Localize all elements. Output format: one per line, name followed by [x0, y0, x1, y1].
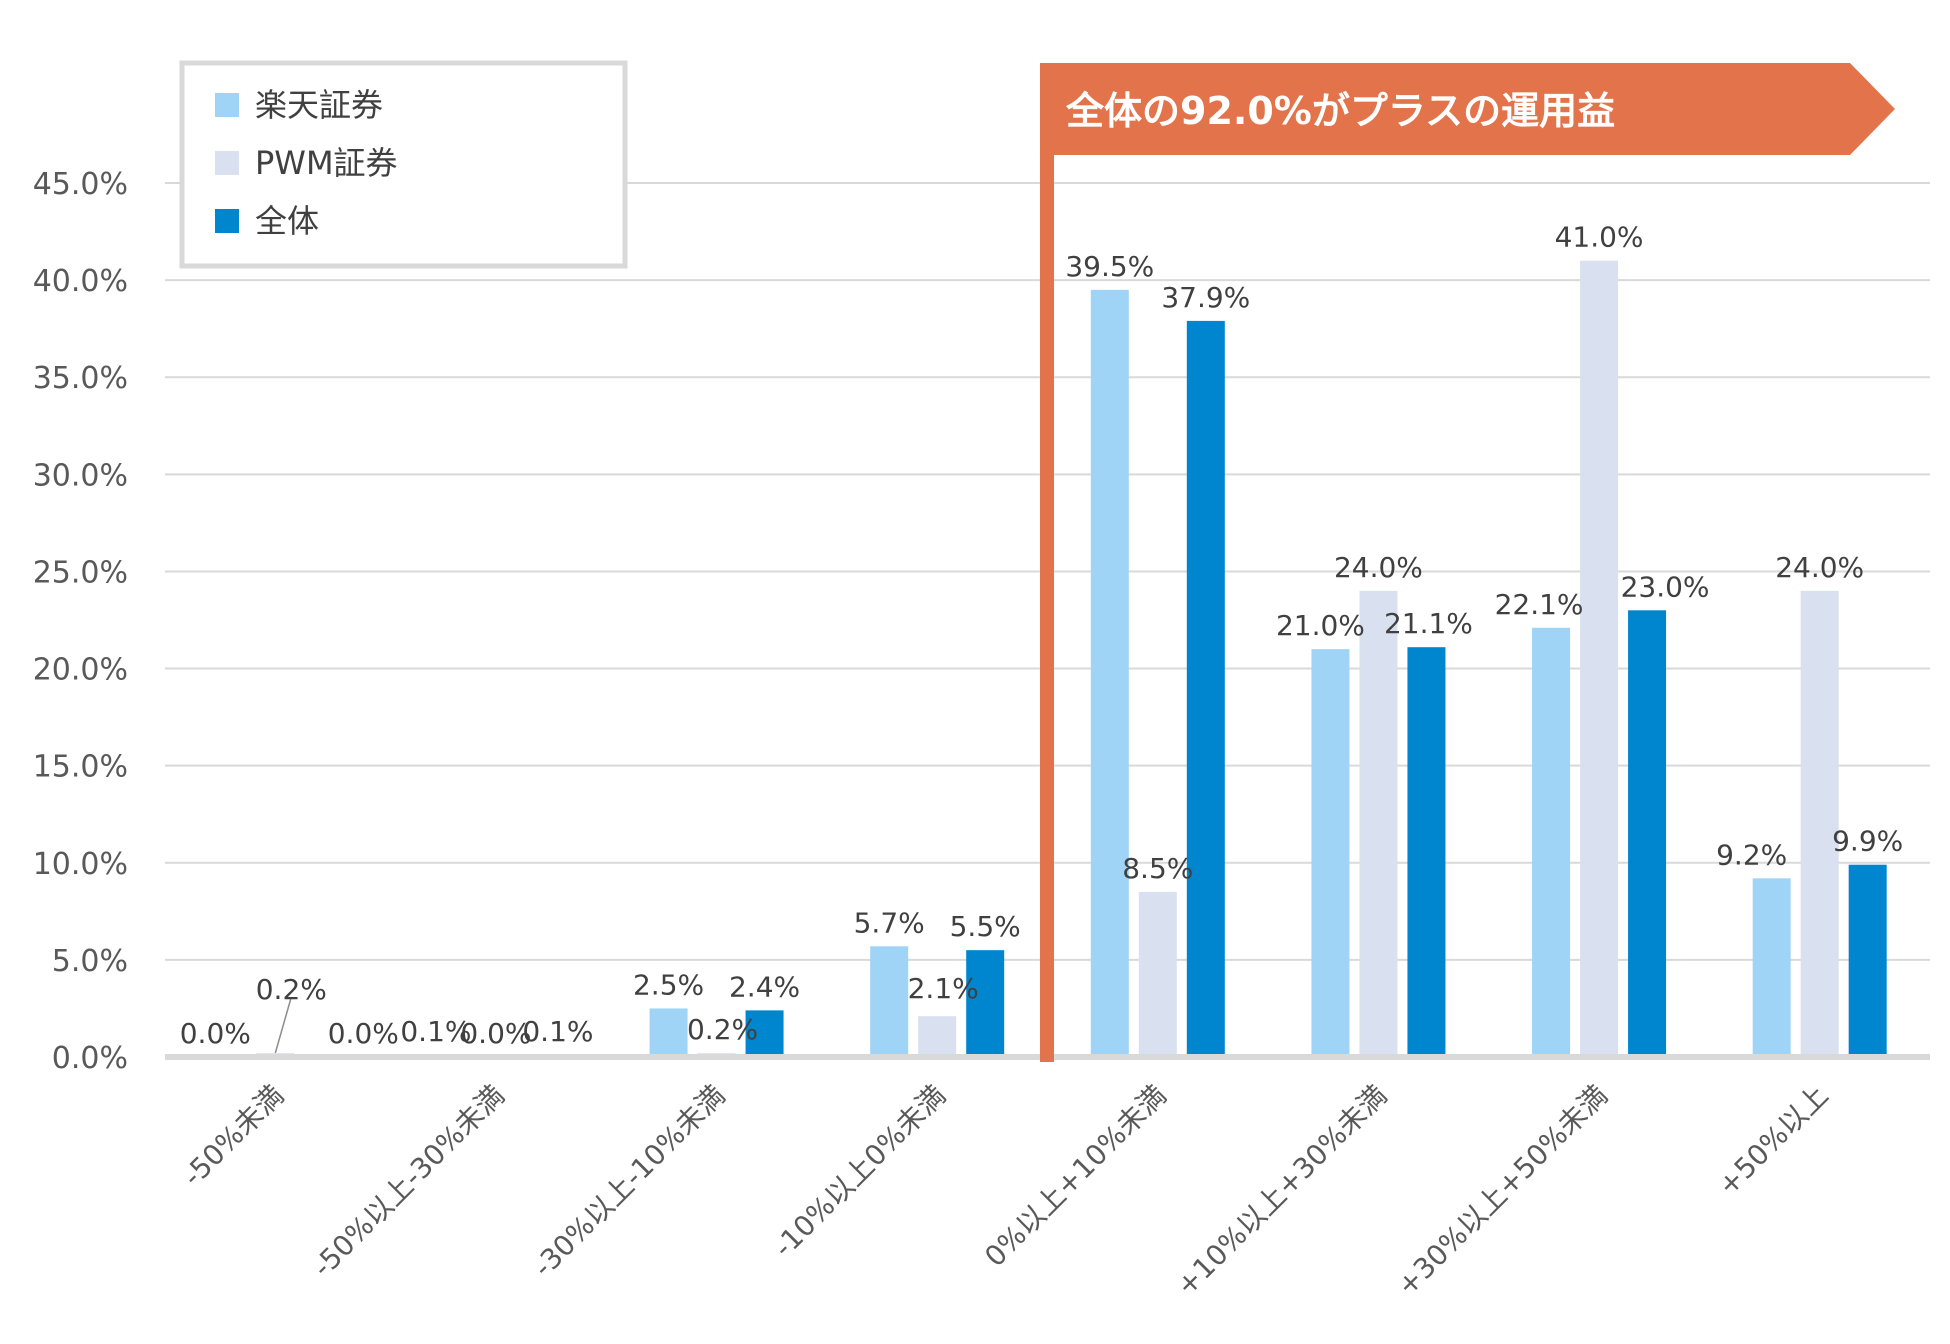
category-label: -50%以上-30%未満 — [306, 1079, 511, 1284]
leader-line — [274, 996, 293, 1054]
bar — [1800, 590, 1839, 1054]
bar — [1848, 864, 1887, 1054]
bar — [256, 1053, 295, 1054]
data-label: 2.5% — [633, 968, 704, 1001]
y-tick-label: 35.0% — [33, 361, 128, 396]
data-label: 21.1% — [1384, 607, 1473, 640]
bar — [1186, 320, 1225, 1054]
callout-text: 全体の92.0%がプラスの運用益 — [1065, 89, 1615, 133]
data-label: 0.0% — [180, 1017, 251, 1050]
category-label: +50%以上 — [1711, 1079, 1835, 1203]
legend-box — [179, 60, 628, 269]
y-tick-label: 30.0% — [33, 458, 128, 493]
bar — [745, 1010, 784, 1054]
data-label: 0.2% — [256, 973, 327, 1006]
y-tick-label: 25.0% — [33, 555, 128, 590]
data-label: 0.2% — [687, 1013, 758, 1046]
category-label: +30%以上+50%未満 — [1390, 1079, 1614, 1303]
y-tick-label: 20.0% — [33, 653, 128, 688]
bar — [1628, 610, 1667, 1054]
data-label: 24.0% — [1334, 551, 1423, 584]
legend-label: 全体 — [255, 202, 319, 240]
y-tick-label: 40.0% — [33, 264, 128, 299]
bar — [870, 946, 909, 1054]
bar — [918, 1016, 957, 1054]
bar — [966, 950, 1005, 1054]
bar — [649, 1008, 688, 1054]
data-label: 9.2% — [1716, 838, 1787, 871]
data-label: 0.1% — [522, 1015, 593, 1048]
bar — [1532, 627, 1571, 1054]
data-label: 22.1% — [1495, 588, 1584, 621]
category-label: -50%未満 — [176, 1079, 290, 1193]
bar — [1580, 260, 1619, 1054]
legend-label: PWM証券 — [255, 144, 398, 182]
leader-lines — [274, 996, 293, 1054]
bar — [1359, 590, 1398, 1054]
data-label: 24.0% — [1775, 551, 1864, 584]
y-tick-label: 5.0% — [52, 944, 128, 979]
data-labels: 0.0% 0.1%2.5%5.7%39.5%21.0%22.1%9.2%0.2%0… — [180, 221, 1904, 1050]
bar — [1138, 891, 1177, 1054]
y-axis-ticks: 0.0% 5.0% 10.0% 15.0% 20.0% 25.0% 30.0% 35.0% 40… — [33, 167, 128, 1076]
legend-swatch — [215, 151, 239, 175]
data-label: 2.1% — [908, 972, 979, 1005]
bar — [697, 1053, 736, 1054]
data-label: 0.1% — [400, 1015, 471, 1048]
y-tick-label: 15.0% — [33, 750, 128, 785]
bar — [1407, 647, 1446, 1054]
legend-swatch — [215, 93, 239, 117]
data-label: 2.4% — [729, 970, 800, 1003]
data-label: 39.5% — [1065, 250, 1154, 283]
category-label: -30%以上-10%未満 — [527, 1079, 732, 1284]
data-label: 41.0% — [1555, 221, 1644, 254]
bar — [1752, 878, 1791, 1054]
y-tick-label: 0.0% — [52, 1041, 128, 1076]
data-label: 8.5% — [1122, 852, 1193, 885]
data-label: 0.0% — [460, 1017, 531, 1050]
category-label: +10%以上+30%未満 — [1170, 1079, 1394, 1303]
bar — [1090, 289, 1129, 1054]
data-label: 5.7% — [854, 906, 925, 939]
category-label: 0%以上+10%未満 — [978, 1079, 1173, 1274]
legend-label: 楽天証券 — [255, 86, 383, 124]
bars — [256, 260, 1887, 1054]
category-label: -10%以上0%未満 — [767, 1079, 952, 1264]
data-label: 37.9% — [1161, 281, 1250, 314]
data-label: 21.0% — [1276, 609, 1365, 642]
y-tick-label: 10.0% — [33, 847, 128, 882]
legend-swatch — [215, 209, 239, 233]
data-label: 23.0% — [1621, 570, 1710, 603]
data-label: 9.9% — [1832, 825, 1903, 858]
category-labels: -50%未満 -50%以上-30%未満 -30%以上-10%未満 -10%以上0%未満… — [176, 1079, 1834, 1303]
callout-annotation: 全体の92.0%がプラスの運用益 — [1040, 63, 1895, 1062]
bar — [1311, 649, 1350, 1054]
data-label: 0.0% — [328, 1017, 399, 1050]
y-tick-label: 45.0% — [33, 167, 128, 202]
data-label: 5.5% — [950, 910, 1021, 943]
